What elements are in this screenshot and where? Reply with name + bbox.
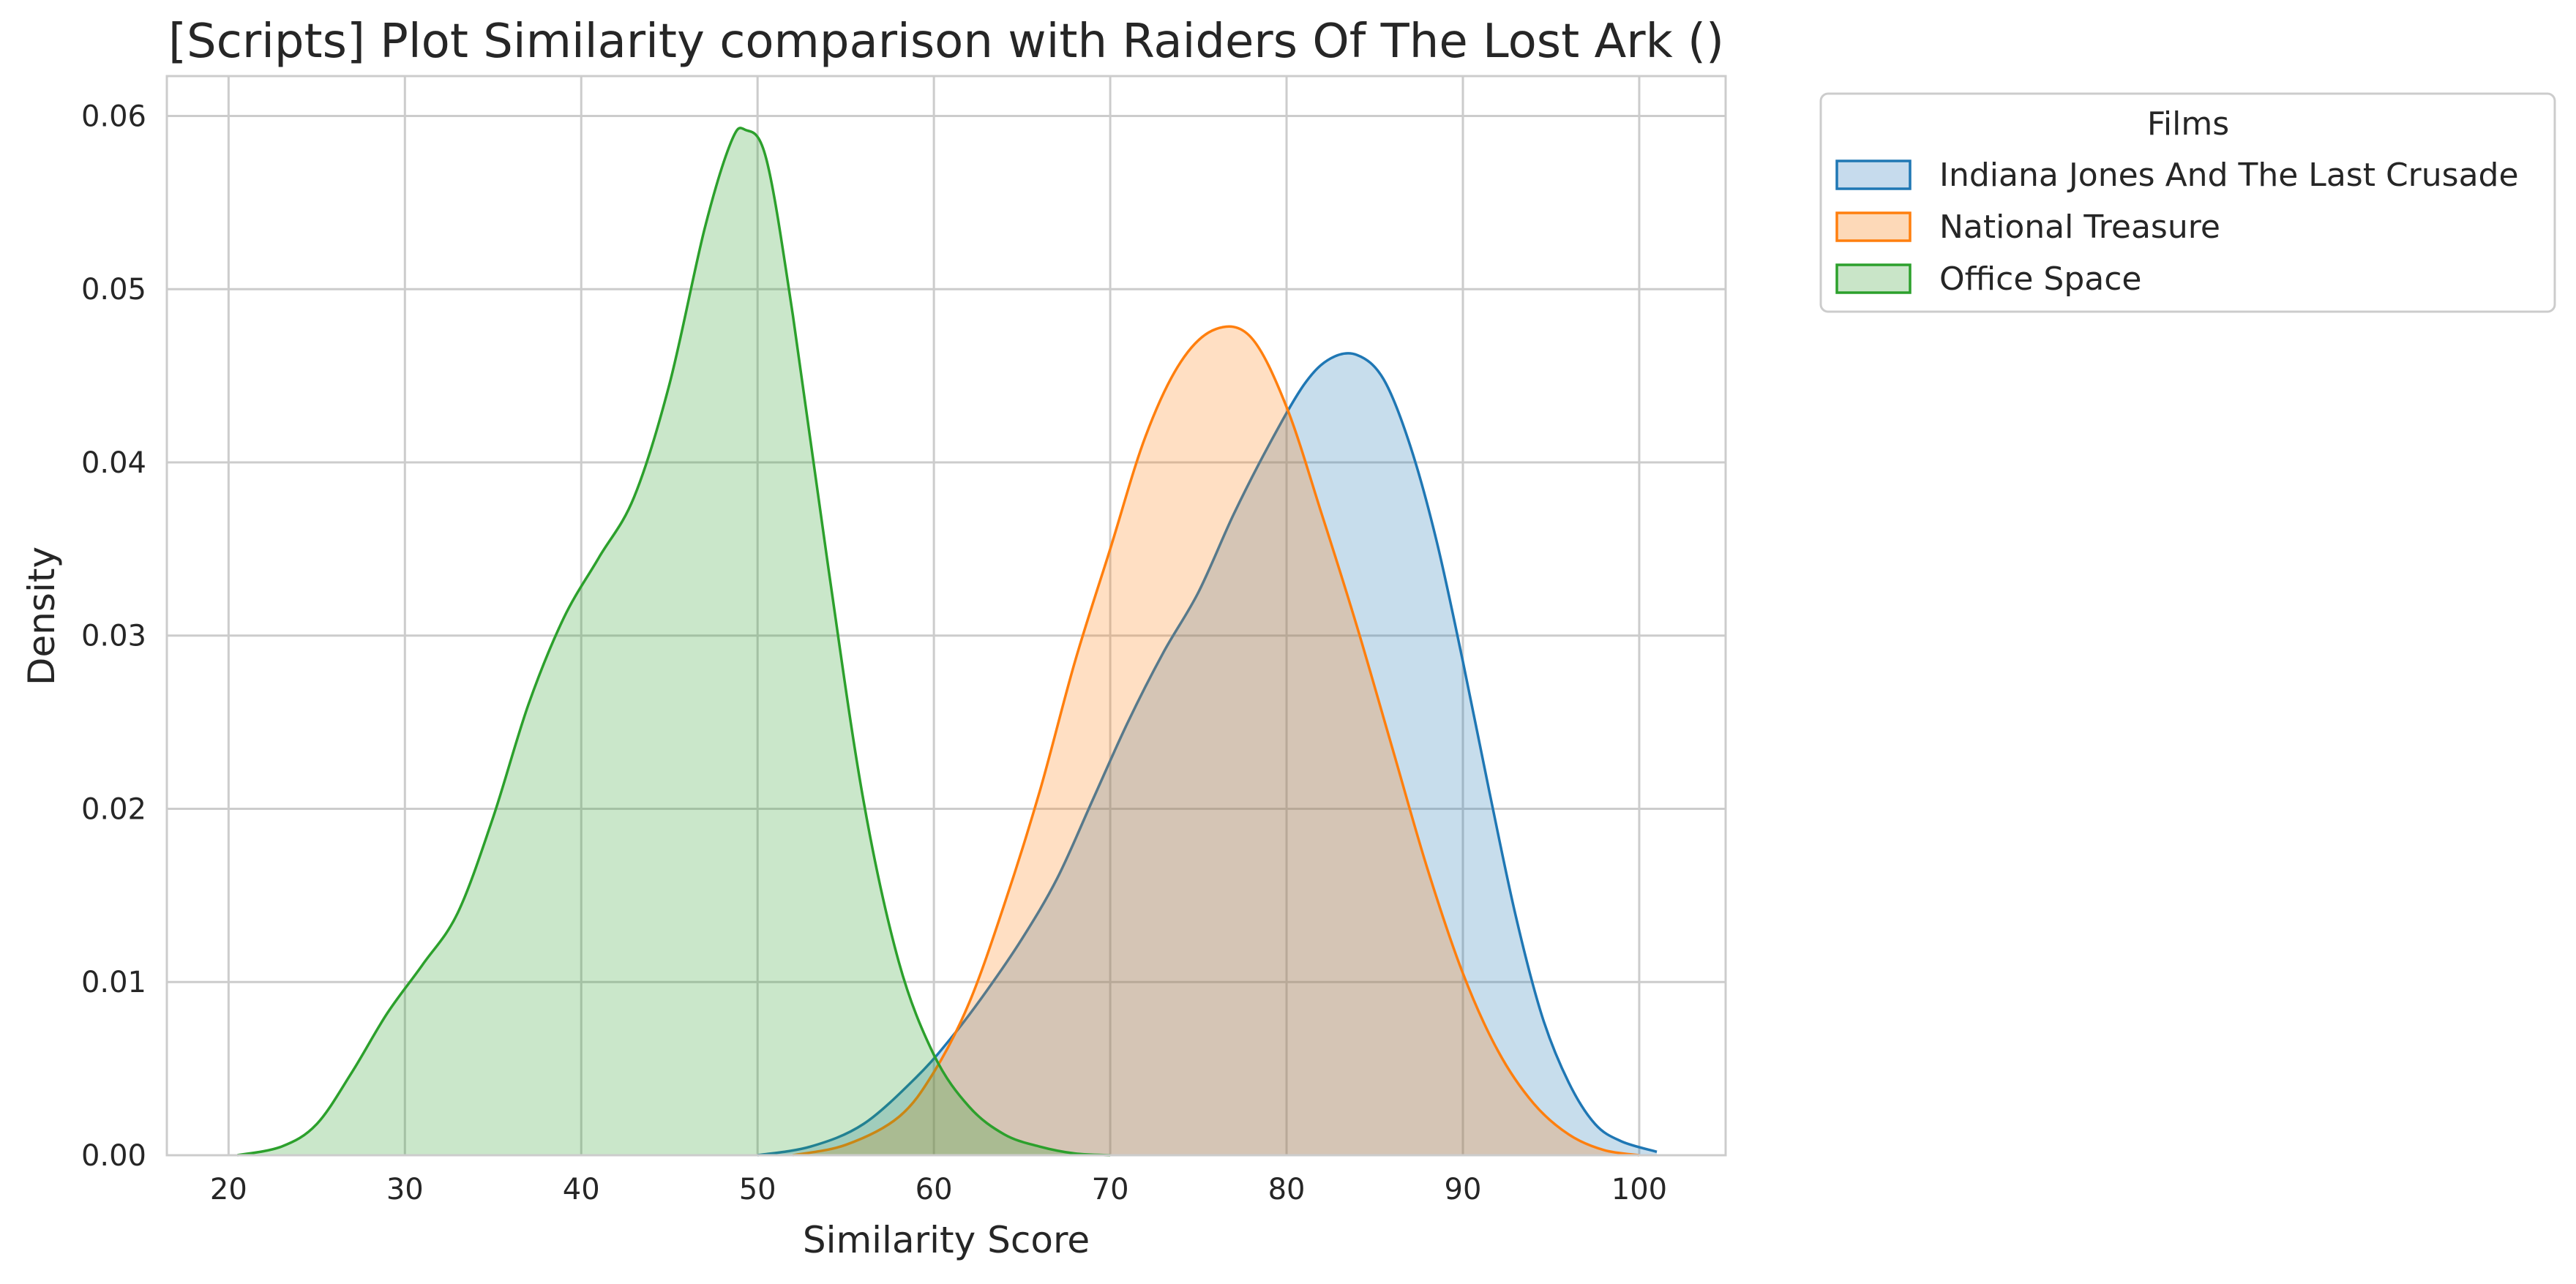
series-area-0 [757, 353, 1657, 1155]
y-tick-label: 0.00 [81, 1139, 146, 1173]
legend-title: Films [2147, 105, 2229, 143]
x-tick-label: 40 [563, 1173, 600, 1206]
y-tick-label: 0.01 [81, 966, 146, 999]
legend-label: National Treasure [1939, 209, 2220, 246]
legend-label: Office Space [1939, 260, 2142, 298]
legend: Films Indiana Jones And The Last Crusade… [1819, 92, 2556, 313]
x-tick-labels: 20 30 40 50 60 70 80 90 100 [210, 1173, 1667, 1206]
x-tick-label: 100 [1611, 1173, 1667, 1206]
legend-swatch [1835, 159, 1912, 190]
series-line-0 [757, 352, 1658, 1157]
plot-frame [165, 75, 1727, 1157]
x-tick-label: 90 [1445, 1173, 1482, 1206]
series-areas [237, 127, 1658, 1157]
y-tick-label: 0.06 [81, 100, 146, 133]
y-tick-label: 0.05 [81, 273, 146, 307]
series-line-2 [237, 127, 1111, 1157]
y-tick-label: 0.02 [81, 792, 146, 826]
x-tick-label: 70 [1092, 1173, 1129, 1206]
legend-items: Indiana Jones And The Last Crusade Nation… [1835, 157, 2519, 298]
x-tick-label: 20 [210, 1173, 247, 1206]
chart-title: [Scripts] Plot Similarity comparison wit… [168, 15, 1724, 69]
series-line-1 [793, 325, 1640, 1157]
x-axis-label: Similarity Score [803, 1219, 1090, 1261]
x-tick-label: 80 [1268, 1173, 1306, 1206]
x-tick-label: 30 [386, 1173, 424, 1206]
legend-swatch [1835, 263, 1912, 294]
y-tick-label: 0.03 [81, 620, 146, 653]
legend-label: Indiana Jones And The Last Crusade [1939, 157, 2519, 194]
y-axis-label: Density [20, 547, 63, 686]
y-tick-label: 0.04 [81, 446, 146, 480]
y-tick-labels: 0.00 0.01 0.02 0.03 0.04 0.05 0.06 [81, 100, 146, 1173]
x-tick-label: 60 [916, 1173, 953, 1206]
series-area-1 [793, 326, 1639, 1155]
legend-swatch [1835, 211, 1912, 242]
series-area-2 [237, 127, 1111, 1155]
x-tick-label: 50 [739, 1173, 776, 1206]
legend-box [1819, 92, 2556, 313]
